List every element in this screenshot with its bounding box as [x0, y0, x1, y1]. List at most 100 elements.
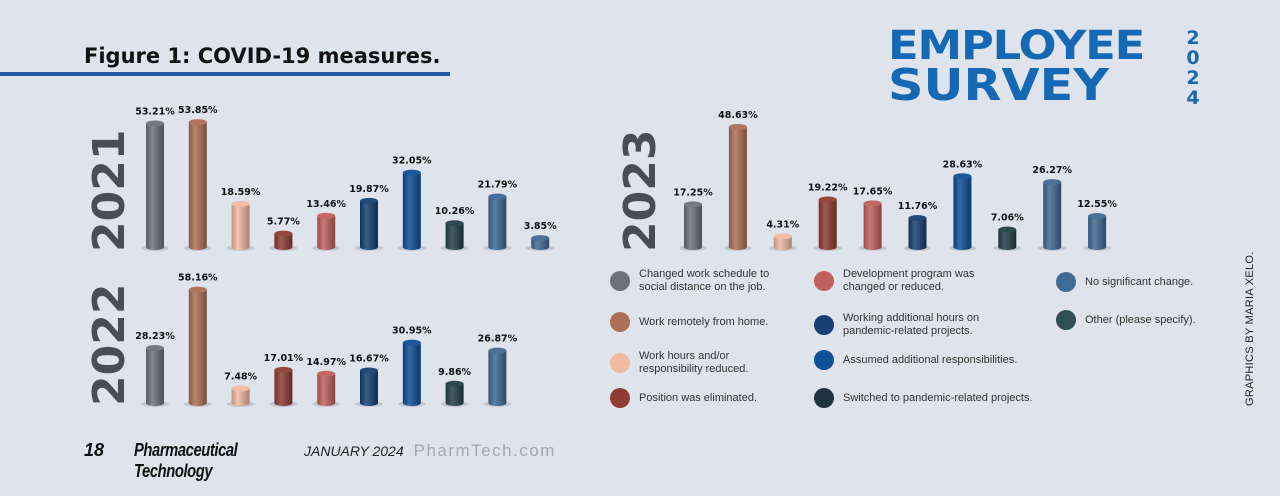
bar-cap — [445, 380, 464, 387]
bar-cap — [728, 123, 747, 130]
bar-cap — [317, 370, 336, 377]
bar-cap — [231, 385, 250, 392]
legend-item: No significant change. — [1056, 272, 1193, 292]
bar-cap — [998, 226, 1017, 233]
bar-cap — [360, 197, 378, 204]
data-label: 13.46% — [306, 199, 346, 210]
bar-cap — [488, 193, 507, 200]
logo-line2: SURVEY — [888, 60, 1109, 111]
data-label: 19.22% — [808, 183, 848, 194]
legend-swatch — [610, 388, 630, 408]
bar-cap — [863, 200, 882, 207]
bar — [231, 388, 250, 407]
legend-swatch — [814, 271, 834, 291]
bar — [360, 200, 378, 250]
data-label: 17.01% — [264, 353, 304, 364]
data-label: 26.27% — [1032, 165, 1072, 176]
bar — [953, 176, 972, 250]
legend-swatch — [814, 350, 834, 370]
bar-cap — [360, 367, 378, 374]
legend-swatch — [610, 353, 630, 373]
bar-cap — [684, 201, 702, 208]
data-label: 3.85% — [524, 221, 557, 232]
bar-cap — [146, 120, 164, 127]
logo-year-digit: 4 — [1186, 87, 1200, 109]
data-label: 16.67% — [349, 353, 389, 364]
legend-label: Assumed additional responsibilities. — [843, 353, 1018, 366]
bar-cap — [488, 347, 507, 354]
figure-title: Figure 1: COVID-19 measures. — [84, 44, 441, 68]
data-label: 14.97% — [306, 357, 346, 368]
data-label: 11.76% — [898, 201, 938, 212]
legend-swatch — [1056, 310, 1076, 330]
legend-item: Assumed additional responsibilities. — [814, 350, 1017, 370]
data-label: 32.05% — [392, 156, 432, 167]
legend-swatch — [610, 312, 630, 332]
legend-item: Changed work schedule to social distance… — [610, 268, 789, 294]
bar — [531, 238, 550, 250]
bar-cap — [188, 286, 207, 293]
bar-cap — [317, 212, 336, 219]
data-label: 21.79% — [478, 179, 518, 190]
logo-line1: EMPLOYEE — [888, 23, 1145, 69]
bar — [188, 122, 207, 250]
legend-label: Changed work schedule to social distance… — [639, 268, 770, 293]
data-label: 30.95% — [392, 326, 432, 337]
legend-item: Work hours and/or responsibility reduced… — [610, 350, 769, 376]
legend-label: Other (please specify). — [1085, 313, 1196, 326]
data-label: 7.06% — [991, 213, 1024, 224]
bar — [402, 172, 421, 250]
bar — [488, 196, 507, 250]
legend-label: Position was eliminated. — [639, 391, 758, 404]
title-rule — [0, 72, 450, 76]
legend-item: Switched to pandemic-related projects. — [814, 388, 1033, 408]
bar-cap — [953, 173, 972, 180]
data-label: 28.23% — [135, 331, 175, 342]
logo-year-digit: 2 — [1186, 67, 1200, 89]
legend-item: Development program was changed or reduc… — [814, 268, 983, 294]
legend-label: Working additional hours on pandemic-rel… — [843, 312, 980, 337]
data-label: 28.63% — [943, 159, 983, 170]
legend-item: Other (please specify). — [1056, 310, 1196, 330]
data-label: 17.65% — [853, 186, 893, 197]
legend-swatch — [610, 271, 630, 291]
bar — [863, 203, 882, 250]
data-label: 7.48% — [224, 371, 257, 382]
legend-label: Switched to pandemic-related projects. — [843, 391, 1033, 404]
bar-cap — [274, 230, 293, 237]
bar-cap — [274, 366, 293, 373]
legend-label: No significant change. — [1085, 275, 1194, 288]
legend-swatch — [814, 315, 834, 335]
website: PharmTech.com — [413, 441, 556, 460]
bar — [188, 289, 207, 407]
legend-item: Working additional hours on pandemic-rel… — [814, 312, 1003, 338]
legend-label: Work remotely from home. — [639, 315, 769, 328]
publication-name: Pharmaceutical Technology — [134, 440, 238, 481]
legend-swatch — [1056, 272, 1076, 292]
page-footer: 18 Pharmaceutical Technology JANUARY 202… — [84, 440, 556, 482]
bar — [908, 217, 927, 250]
bar-cap — [445, 220, 464, 227]
bar-cap — [231, 200, 250, 207]
bar-cap — [818, 196, 837, 203]
bar-cap — [1043, 179, 1062, 186]
data-label: 18.59% — [221, 187, 261, 198]
data-label: 58.16% — [178, 273, 218, 284]
legend-label: Development program was changed or reduc… — [843, 268, 975, 293]
legend-label: Work hours and/or responsibility reduced… — [639, 350, 749, 375]
legend-item: Position was eliminated. — [610, 388, 757, 408]
legend: Changed work schedule to social distance… — [610, 268, 1230, 418]
bar — [773, 236, 792, 250]
logo-year-digit: 2 — [1186, 27, 1200, 49]
issue-date: JANUARY 2024 — [304, 443, 404, 459]
data-label: 4.31% — [766, 219, 799, 230]
bar — [445, 223, 464, 250]
logo-year-digit: 0 — [1186, 47, 1200, 69]
data-label: 10.26% — [435, 206, 475, 217]
data-label: 26.87% — [478, 334, 518, 345]
logo-year: 2 0 2 4 — [1185, 28, 1201, 108]
bar — [1043, 182, 1062, 250]
bar — [684, 204, 702, 250]
data-label: 12.55% — [1077, 199, 1117, 210]
